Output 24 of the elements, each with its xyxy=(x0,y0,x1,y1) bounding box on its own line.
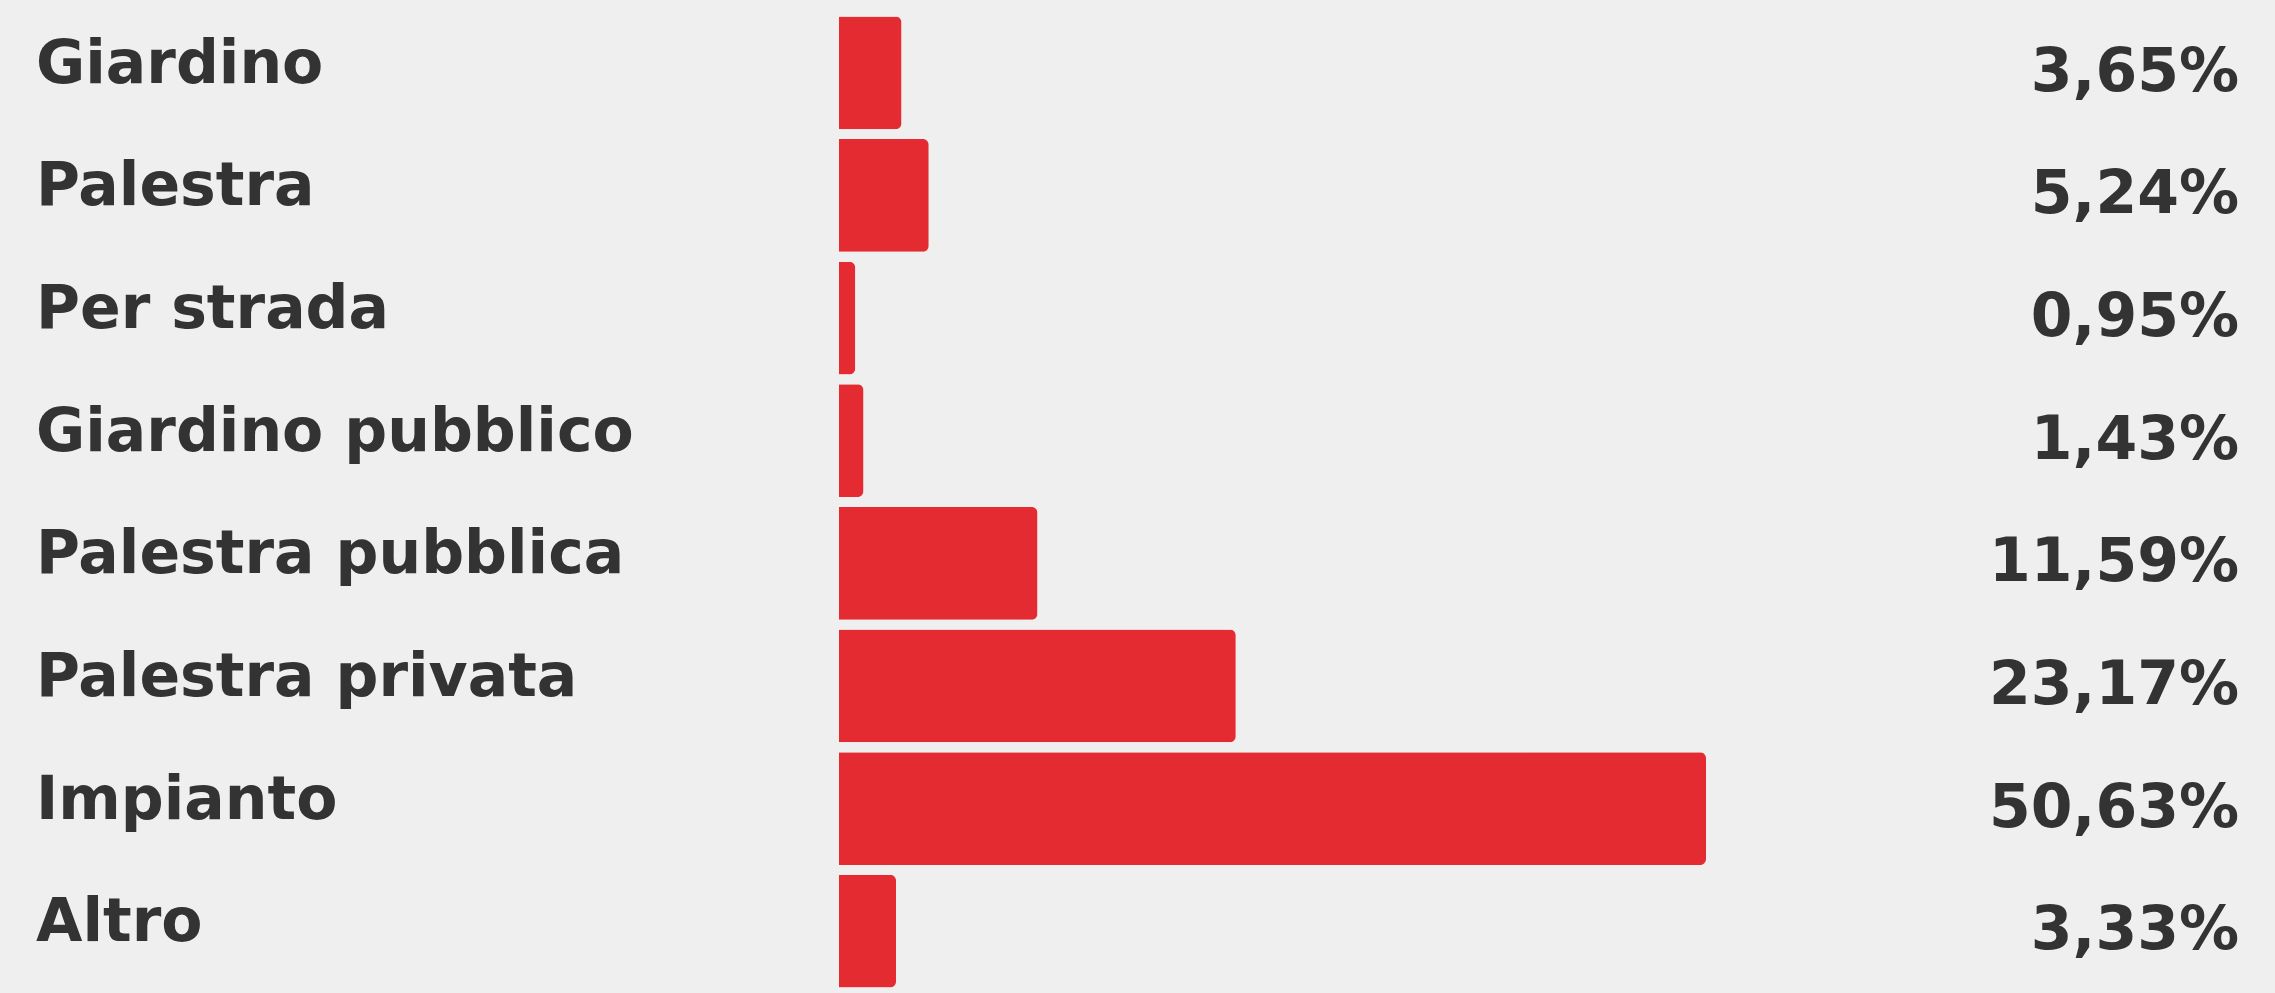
data-label: 3,65% xyxy=(2030,34,2239,105)
data-label: 1,43% xyxy=(2030,402,2239,473)
y-tick-label: Per strada xyxy=(36,272,390,343)
data-label: 23,17% xyxy=(1989,647,2239,718)
y-tick-label: Altro xyxy=(36,885,203,956)
y-tick-label: Palestra pubblica xyxy=(36,517,625,588)
y-tick-label: Impianto xyxy=(36,762,338,833)
bar xyxy=(839,261,856,375)
data-label: 50,63% xyxy=(1989,770,2239,841)
data-label: 3,33% xyxy=(2030,893,2239,964)
data-label: 5,24% xyxy=(2030,157,2239,228)
y-tick-label: Palestra xyxy=(36,149,315,220)
bar xyxy=(839,384,864,498)
y-tick-label: Palestra privata xyxy=(36,639,578,710)
bar xyxy=(839,139,929,252)
bar xyxy=(839,874,897,988)
bar xyxy=(839,752,1706,865)
bar xyxy=(839,629,1236,743)
data-label: 0,95% xyxy=(2030,280,2239,351)
bar xyxy=(839,506,1038,620)
y-tick-label: Giardino pubblico xyxy=(36,394,634,465)
bar xyxy=(839,16,902,130)
data-label: 11,59% xyxy=(1989,525,2239,596)
y-tick-label: Giardino xyxy=(36,26,324,97)
